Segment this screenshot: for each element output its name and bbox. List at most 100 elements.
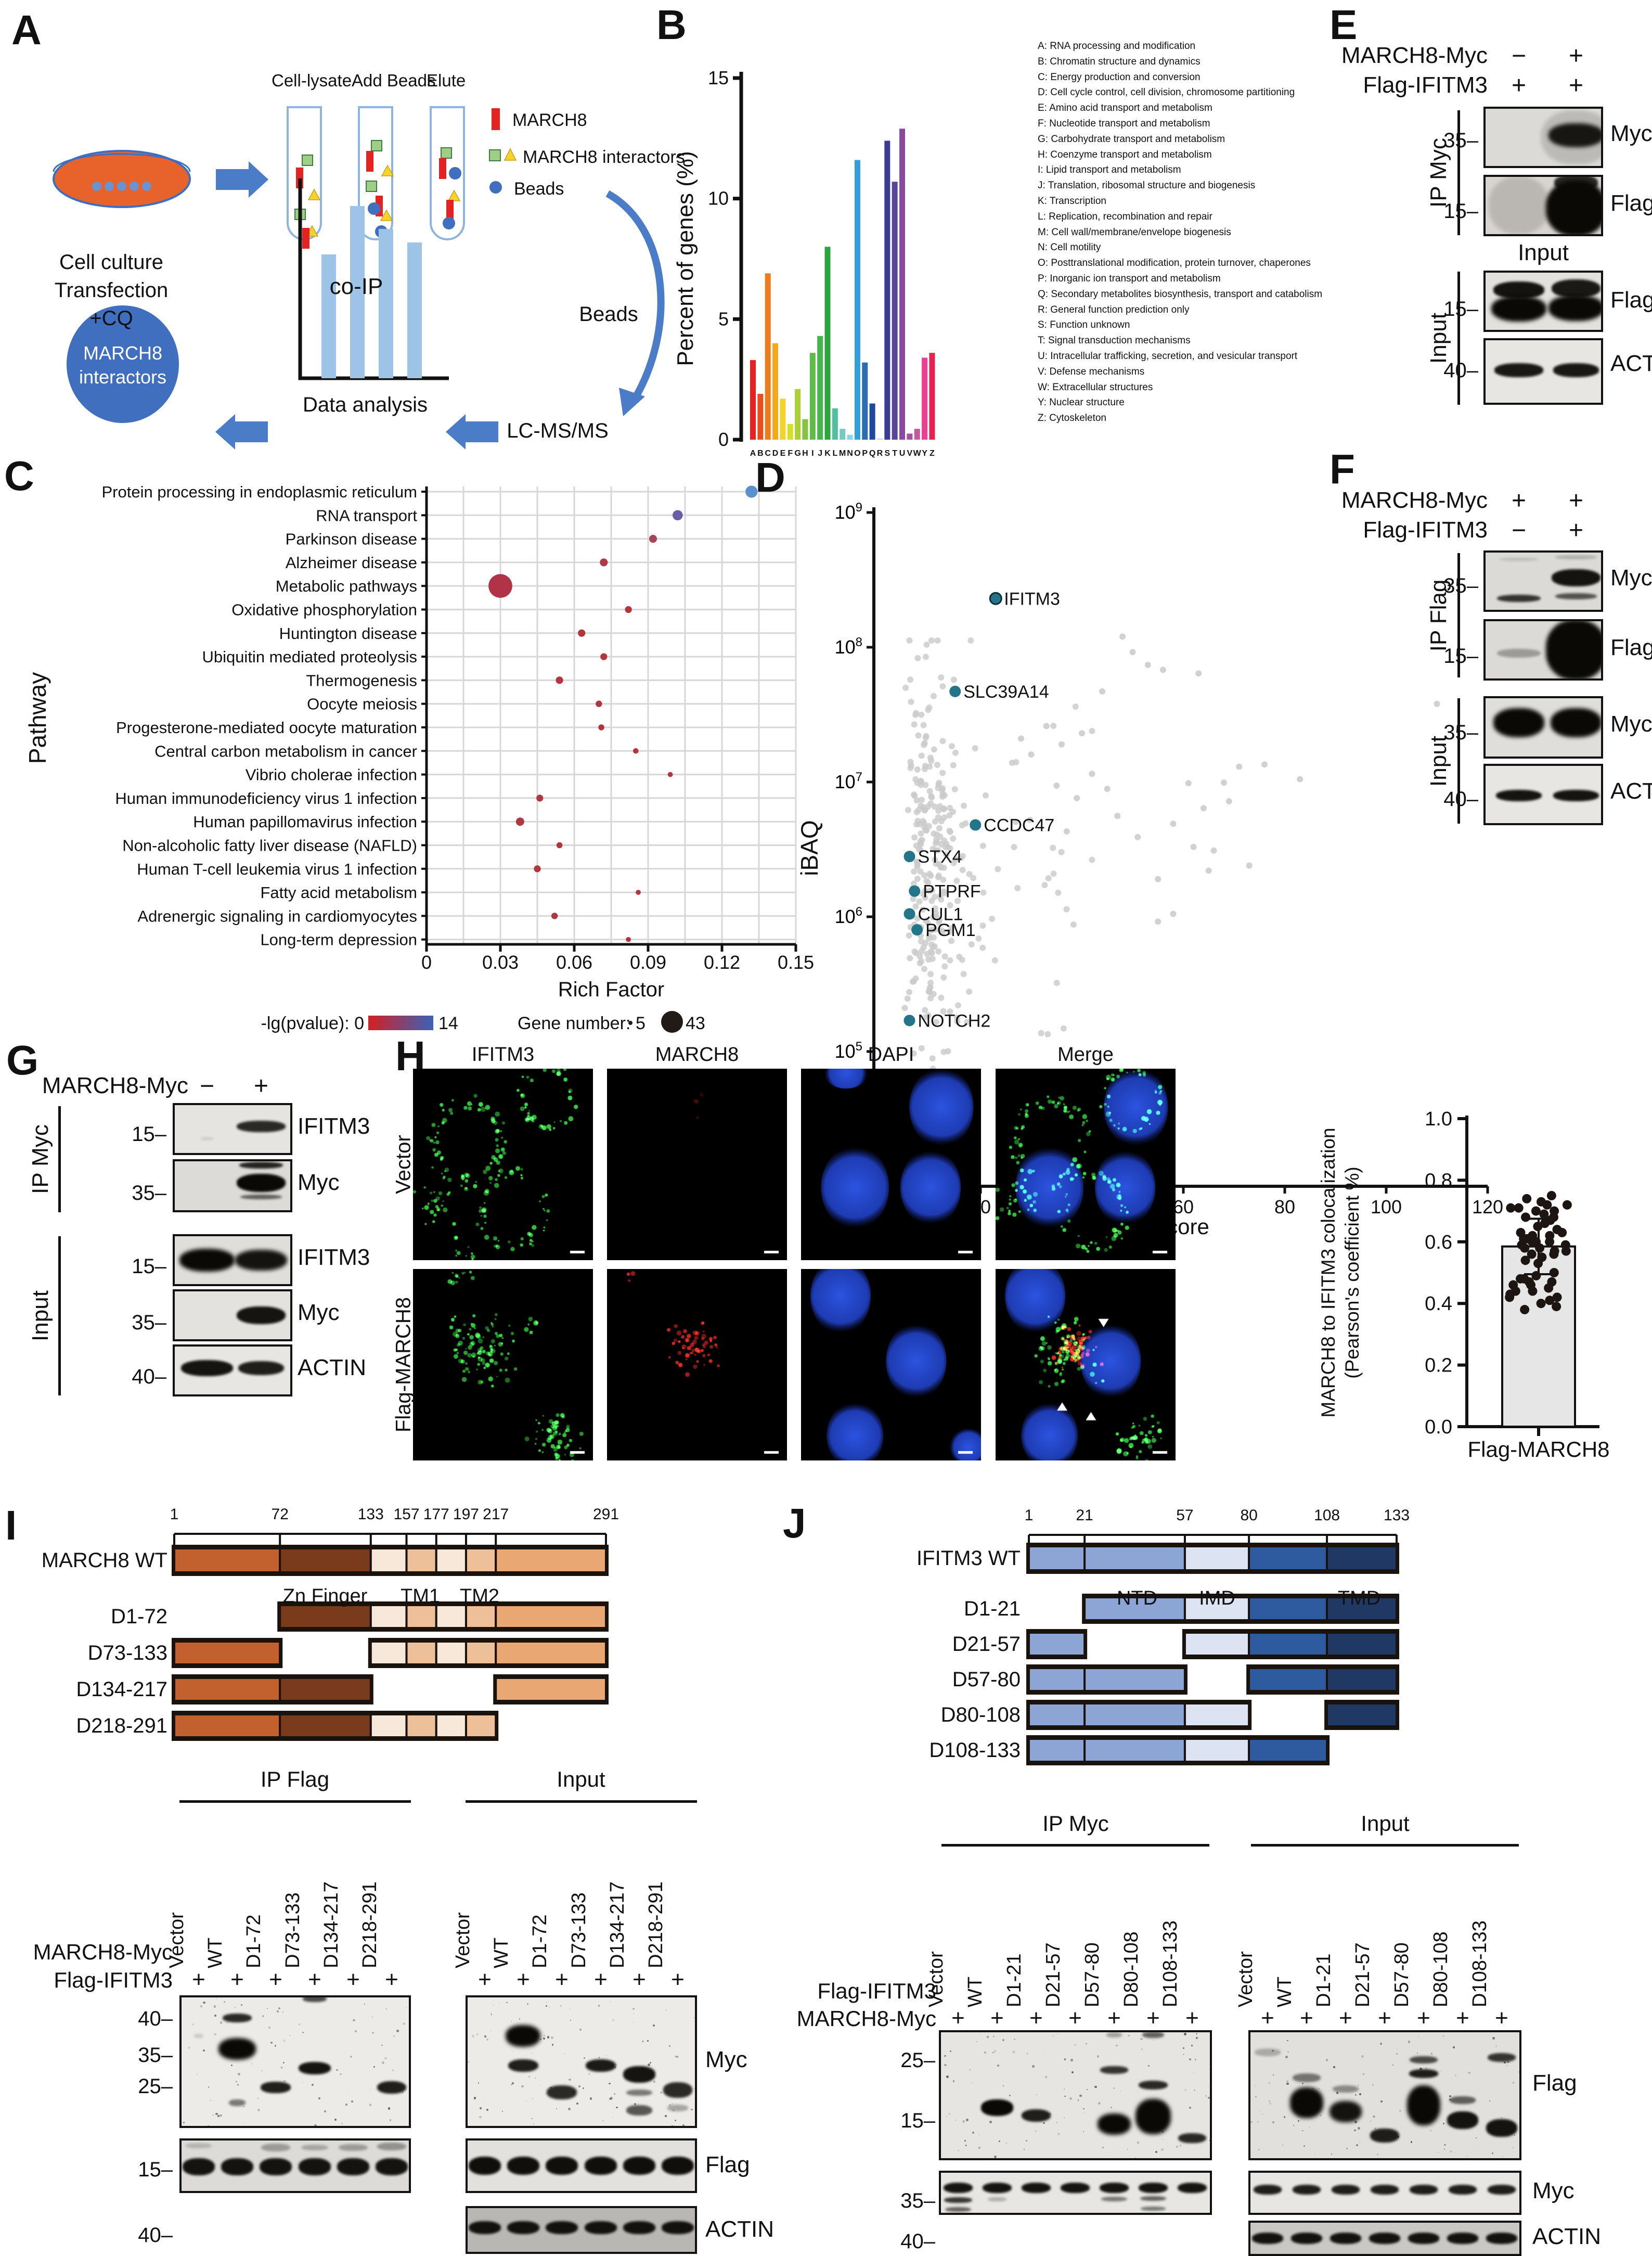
pathway-label: Metabolic pathways xyxy=(276,577,417,595)
wb-blot-1 xyxy=(1248,2030,1521,2160)
wb-F-1 xyxy=(1483,619,1603,681)
lane-D1-21: D1-21 xyxy=(1313,1953,1335,2008)
lane-D21-57: D21-57 xyxy=(1352,1942,1374,2007)
cond-plus: + xyxy=(478,1967,492,1992)
c-xtick: 0.12 xyxy=(704,952,740,973)
pathway-label: Vibrio cholerae infection xyxy=(246,766,417,784)
panel-b-label: B xyxy=(656,2,687,48)
beads-arrow-label: Beads xyxy=(579,303,638,326)
marker-35: 35– xyxy=(1443,129,1478,152)
wb-band xyxy=(1142,2032,1164,2038)
pathway-label: Oocyte meiosis xyxy=(307,695,417,713)
wb-band xyxy=(546,2221,578,2235)
lane-D73-133: D73-133 xyxy=(568,1892,590,1968)
blot-target-Myc: Myc xyxy=(1610,711,1652,737)
bar-Y xyxy=(922,357,928,440)
col-header-MARCH8: MARCH8 xyxy=(655,1044,739,1066)
wb-band xyxy=(260,2158,292,2175)
point-label-PGM1: PGM1 xyxy=(925,920,975,940)
marker-40: 40– xyxy=(132,1365,166,1388)
domain-diagram xyxy=(1026,1534,1400,1765)
marker-15: 15– xyxy=(1443,645,1478,668)
wb-G-2 xyxy=(173,1234,292,1286)
lcms-label: LC-MS/MS xyxy=(507,419,609,442)
cond-plus: + xyxy=(385,1967,398,1992)
cond-plus: + xyxy=(671,1967,685,1992)
wb-blot-3 xyxy=(466,2138,697,2193)
lane-D73-133: D73-133 xyxy=(282,1892,304,1968)
cond-val: − xyxy=(1511,517,1527,544)
micrograph-Vector-IFITM3 xyxy=(413,1069,593,1260)
cog-legend-line: F: Nucleotide transport and metabolism xyxy=(1038,118,1210,129)
wb-band xyxy=(943,2183,973,2194)
cell-culture-line: Transfection xyxy=(54,279,169,302)
c-xtick: 0.15 xyxy=(778,952,814,973)
bar-T xyxy=(892,182,898,440)
wb-band xyxy=(1100,2066,1128,2074)
group-line xyxy=(1457,272,1460,405)
wb-header-Input: Input xyxy=(1361,1811,1410,1836)
bar-Q xyxy=(869,403,875,440)
legend-march8: MARCH8 xyxy=(512,110,587,130)
b-cat: Q xyxy=(869,449,875,458)
wb-band xyxy=(1555,555,1597,559)
data-analysis-label: Data analysis xyxy=(302,393,428,416)
wb-blot-4 xyxy=(466,2206,697,2254)
blot-target-ACTIN: ACTIN xyxy=(1532,2224,1601,2249)
cond-MARCH8-Myc: MARCH8-Myc xyxy=(1341,488,1488,513)
marker-25: 25– xyxy=(138,2075,173,2098)
wb-band xyxy=(1489,177,1549,234)
bar-Z xyxy=(929,353,935,440)
point-CCDC47 xyxy=(970,819,982,831)
wb-band xyxy=(339,2144,368,2151)
wb-E-0 xyxy=(1483,107,1603,168)
panel-d-label: D xyxy=(755,454,785,501)
wb-blot-4 xyxy=(1248,2221,1521,2256)
wb-band xyxy=(662,2221,694,2235)
wb-band xyxy=(235,1249,287,1271)
bar-C xyxy=(765,273,771,440)
wb-band xyxy=(1141,2207,1166,2211)
micrograph-Flag-MARCH8-MARCH8 xyxy=(607,1269,787,1460)
wb-header-IP-Myc: IP Myc xyxy=(1042,1811,1109,1836)
cond-val: + xyxy=(1568,42,1584,70)
cog-legend-line: O: Posttranslational modification, prote… xyxy=(1038,258,1311,269)
wb-band xyxy=(1253,2185,1282,2195)
panel-j-label: J xyxy=(783,1500,806,1546)
wb-E-1 xyxy=(1483,175,1603,236)
blot-target-Flag: Flag xyxy=(1610,190,1652,216)
bar-J xyxy=(817,336,823,440)
blot-target-IFITM3: IFITM3 xyxy=(298,1113,370,1139)
cog-legend-line: J: Translation, ribosomal structure and … xyxy=(1038,180,1256,191)
col-header-IFITM3: IFITM3 xyxy=(471,1044,535,1066)
ruler-num: 108 xyxy=(1314,1507,1340,1524)
cond-plus: + xyxy=(1146,2005,1160,2031)
wb-band xyxy=(1410,2056,1438,2064)
cond-Flag-IFITM3: Flag-IFITM3 xyxy=(1363,517,1488,543)
wb-band xyxy=(1493,708,1544,738)
wb-band xyxy=(1447,2111,1478,2130)
marker-40: 40– xyxy=(1443,359,1478,382)
wb-band xyxy=(183,2158,215,2175)
svg-text:109: 109 xyxy=(835,501,862,523)
wb-band xyxy=(194,2034,203,2038)
wb-band xyxy=(1486,2119,1517,2137)
b-cat: U xyxy=(899,449,906,458)
blot-target-Flag: Flag xyxy=(1610,635,1652,660)
wb-band xyxy=(1101,2197,1128,2202)
cog-legend-line: C: Energy production and conversion xyxy=(1038,71,1201,83)
c-xtick: 0.03 xyxy=(482,952,519,973)
bar-R xyxy=(876,438,883,440)
cond-plus: + xyxy=(308,1967,321,1992)
construct-D134-217: D134-217 xyxy=(76,1678,167,1701)
d-xtick: 120 xyxy=(1472,1196,1503,1217)
c-xlabel: Rich Factor xyxy=(558,978,665,1001)
cog-legend-line: P: Inorganic ion transport and metabolis… xyxy=(1038,273,1221,284)
text: 43 xyxy=(686,1014,705,1033)
lane-D1-21: D1-21 xyxy=(1003,1953,1025,2008)
wb-band xyxy=(663,2082,692,2098)
cond-plus: + xyxy=(1417,2005,1430,2031)
lane-WT: WT xyxy=(964,1976,986,2007)
b-cat: H xyxy=(802,449,808,458)
cond-plus: + xyxy=(1339,2005,1352,2031)
